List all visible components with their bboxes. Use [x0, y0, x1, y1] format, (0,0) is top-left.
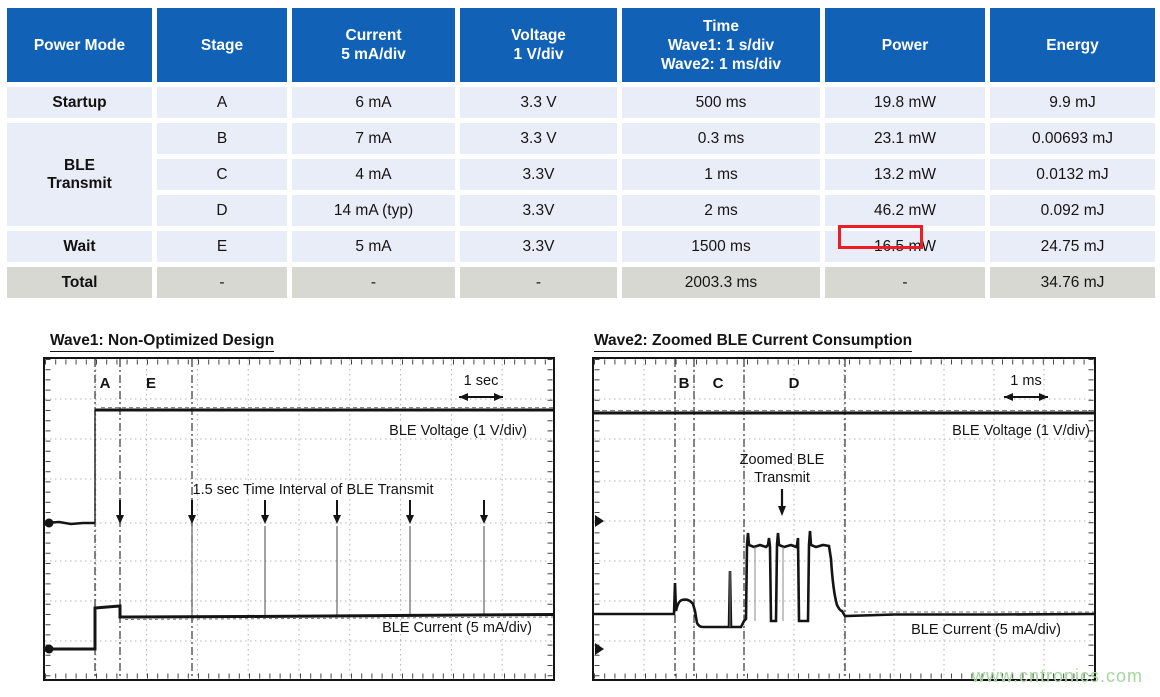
cell-power-d: 46.2 mW — [825, 195, 985, 226]
cell-mode-ble-transmit: BLE Transmit — [7, 123, 152, 226]
wave2-stage-boundaries — [674, 359, 846, 679]
cell-energy-a: 9.9 mJ — [990, 87, 1155, 118]
table-row-wait: Wait E 5 mA 3.3V 1500 ms 16.5 mW 24.75 m… — [7, 231, 1155, 262]
table-row-total: Total - - - 2003.3 ms - 34.76 mJ — [7, 267, 1155, 298]
col-header-energy: Energy — [990, 8, 1155, 82]
cell-time-e: 1500 ms — [622, 231, 820, 262]
col-header-power-mode: Power Mode — [7, 8, 152, 82]
wave1-voltage-trace — [45, 407, 553, 528]
cell-energy-e: 24.75 mJ — [990, 231, 1155, 262]
wave2-stage-b-label: B — [679, 375, 690, 392]
wave2-title: Wave2: Zoomed BLE Current Consumption — [594, 332, 913, 352]
table-row-ble-d: D 14 mA (typ) 3.3V 2 ms 46.2 mW 0.092 mJ — [7, 195, 1155, 226]
cell-current-d: 14 mA (typ) — [292, 195, 455, 226]
cell-current-total: - — [292, 267, 455, 298]
cell-voltage-d: 3.3V — [460, 195, 617, 226]
table-row-ble-c: C 4 mA 3.3V 1 ms 13.2 mW 0.0132 mJ — [7, 159, 1155, 190]
wave1-scale-label: 1 sec — [464, 373, 499, 389]
wave1-voltage-zero-marker — [45, 518, 54, 528]
cell-mode-startup: Startup — [7, 87, 152, 118]
cell-energy-c: 0.0132 mJ — [990, 159, 1155, 190]
wave1-stage-boundaries — [94, 359, 193, 679]
cell-power-c: 13.2 mW — [825, 159, 985, 190]
cell-power-a: 19.8 mW — [825, 87, 985, 118]
cell-energy-b: 0.00693 mJ — [990, 123, 1155, 154]
wave2-note-line1: Zoomed BLE — [740, 452, 825, 468]
cell-stage-c: C — [157, 159, 287, 190]
table-row-ble-b: BLE Transmit B 7 mA 3.3 V 0.3 ms 23.1 mW… — [7, 123, 1155, 226]
cell-energy-d: 0.092 mJ — [990, 195, 1155, 226]
wave1-stage-e-label: E — [146, 375, 156, 392]
cell-current-a: 6 mA — [292, 87, 455, 118]
col-header-current: Current 5 mA/div — [292, 8, 455, 82]
cell-current-b: 7 mA — [292, 123, 455, 154]
cell-mode-wait: Wait — [7, 231, 152, 262]
wave2-note-arrow — [778, 489, 786, 516]
col-header-voltage: Voltage 1 V/div — [460, 8, 617, 82]
cell-voltage-c: 3.3V — [460, 159, 617, 190]
wave1-scale-bar — [459, 393, 503, 401]
col-header-power: Power — [825, 8, 985, 82]
cell-stage-e: E — [157, 231, 287, 262]
wave1-interval-arrows — [116, 500, 488, 524]
wave1-title: Wave1: Non-Optimized Design — [50, 332, 275, 352]
watermark: www.cntronics.com — [972, 666, 1144, 686]
wave2-current-label: BLE Current (5 mA/div) — [911, 622, 1061, 638]
cell-time-total: 2003.3 ms — [622, 267, 820, 298]
cell-stage-a: A — [157, 87, 287, 118]
cell-stage-d: D — [157, 195, 287, 226]
cell-current-c: 4 mA — [292, 159, 455, 190]
wave2-stage-d-label: D — [789, 375, 800, 392]
wave2-current-trace — [594, 530, 1094, 655]
cell-time-a: 500 ms — [622, 87, 820, 118]
cell-current-e: 5 mA — [292, 231, 455, 262]
wave1-stage-a-label: A — [100, 375, 111, 392]
col-header-stage: Stage — [157, 8, 287, 82]
power-table-header: Power Mode Stage Current 5 mA/div Voltage… — [7, 8, 1155, 82]
cell-time-c: 1 ms — [622, 159, 820, 190]
wave2-voltage-trace — [594, 410, 1094, 527]
cell-power-b: 23.1 mW — [825, 123, 985, 154]
wave2-grid — [594, 359, 1094, 679]
cell-stage-total: - — [157, 267, 287, 298]
cell-energy-total: 34.76 mJ — [990, 267, 1155, 298]
wave1-grid — [45, 359, 553, 679]
wave1-interval-label: 1.5 sec Time Interval of BLE Transmit — [193, 482, 434, 498]
wave1-current-zero-marker — [45, 644, 54, 654]
cell-voltage-a: 3.3 V — [460, 87, 617, 118]
wave1-voltage-label: BLE Voltage (1 V/div) — [389, 423, 527, 439]
cell-time-d: 2 ms — [622, 195, 820, 226]
wave2-scale-label: 1 ms — [1010, 373, 1041, 389]
wave2-stage-c-label: C — [713, 375, 724, 392]
cell-stage-b: B — [157, 123, 287, 154]
highlight-box — [838, 225, 923, 249]
wave1-plot: A E 1 sec BLE Voltage (1 V/div) 1.5 sec … — [45, 359, 553, 679]
cell-voltage-total: - — [460, 267, 617, 298]
wave1-current-trace — [45, 604, 553, 654]
cell-voltage-e: 3.3V — [460, 231, 617, 262]
wave2-voltage-zero-marker — [595, 515, 604, 527]
table-row-startup: Startup A 6 mA 3.3 V 500 ms 19.8 mW 9.9 … — [7, 87, 1155, 118]
col-header-time: Time Wave1: 1 s/div Wave2: 1 ms/div — [622, 8, 820, 82]
wave2-note-line2: Transmit — [754, 470, 810, 486]
wave2-current-zero-marker — [595, 643, 604, 655]
cell-mode-total: Total — [7, 267, 152, 298]
wave1-scope: A E 1 sec BLE Voltage (1 V/div) 1.5 sec … — [43, 357, 555, 681]
cell-voltage-b: 3.3 V — [460, 123, 617, 154]
wave2-voltage-label: BLE Voltage (1 V/div) — [952, 423, 1090, 439]
wave1-current-label: BLE Current (5 mA/div) — [382, 620, 532, 636]
cell-time-b: 0.3 ms — [622, 123, 820, 154]
wave1-transmit-spikes — [191, 526, 485, 615]
cell-power-total: - — [825, 267, 985, 298]
wave2-scale-bar — [1004, 393, 1048, 401]
wave2-plot: B C D 1 ms BLE Voltage (1 V/div) Zoomed … — [594, 359, 1094, 679]
wave2-scope: B C D 1 ms BLE Voltage (1 V/div) Zoomed … — [592, 357, 1096, 681]
power-table: Power Mode Stage Current 5 mA/div Voltage… — [2, 3, 1160, 303]
